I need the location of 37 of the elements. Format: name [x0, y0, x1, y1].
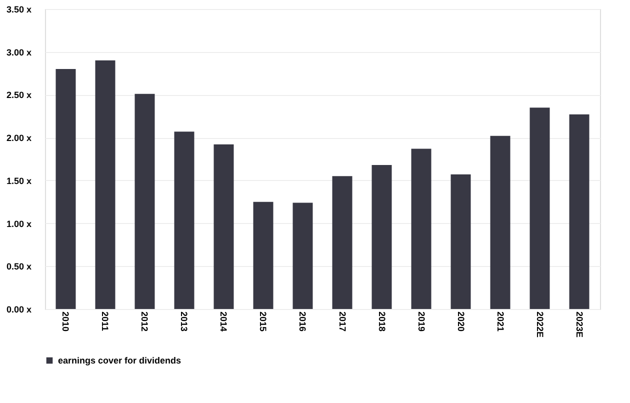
y-tick-label: 0.50 x	[6, 262, 32, 272]
bar	[134, 94, 155, 309]
bar	[95, 60, 116, 309]
x-tick-label: 2022E	[534, 312, 545, 338]
x-tick-label: 2011	[100, 312, 110, 332]
bar	[490, 136, 510, 309]
bar	[253, 202, 274, 309]
y-tick-label: 3.50 x	[6, 4, 32, 14]
bar	[372, 165, 392, 309]
x-tick-label: 2012	[140, 312, 150, 332]
x-tick-label: 2014	[218, 312, 229, 332]
bar	[292, 202, 313, 309]
bar	[569, 114, 590, 309]
x-tick-label: 2021	[495, 312, 506, 332]
y-tick-label: 1.50 x	[6, 176, 32, 186]
bar	[214, 144, 234, 309]
y-tick-label: 3.00 x	[6, 47, 32, 58]
x-tick-label: 2020	[456, 312, 466, 332]
bar	[174, 132, 194, 309]
x-tick-label: 2016	[298, 312, 308, 332]
y-tick-label: 0.00 x	[6, 304, 32, 314]
bar	[56, 69, 76, 309]
y-tick-label: 2.00 x	[6, 133, 32, 144]
bar	[450, 174, 471, 309]
x-tick-label: 2019	[416, 312, 426, 332]
x-tick-label: 2015	[258, 312, 268, 332]
x-tick-label: 2013	[179, 312, 190, 332]
y-tick-label: 1.00 x	[6, 218, 32, 229]
y-tick-label: 2.50 x	[6, 90, 32, 100]
x-tick-label: 2023E	[574, 312, 584, 338]
x-tick-label: 2017	[337, 312, 348, 332]
x-tick-label: 2018	[376, 312, 387, 332]
bar	[332, 176, 352, 309]
legend-label: earnings cover for dividends	[58, 356, 182, 366]
bar	[530, 108, 550, 309]
bar	[411, 148, 432, 309]
x-tick-label: 2010	[60, 312, 71, 332]
